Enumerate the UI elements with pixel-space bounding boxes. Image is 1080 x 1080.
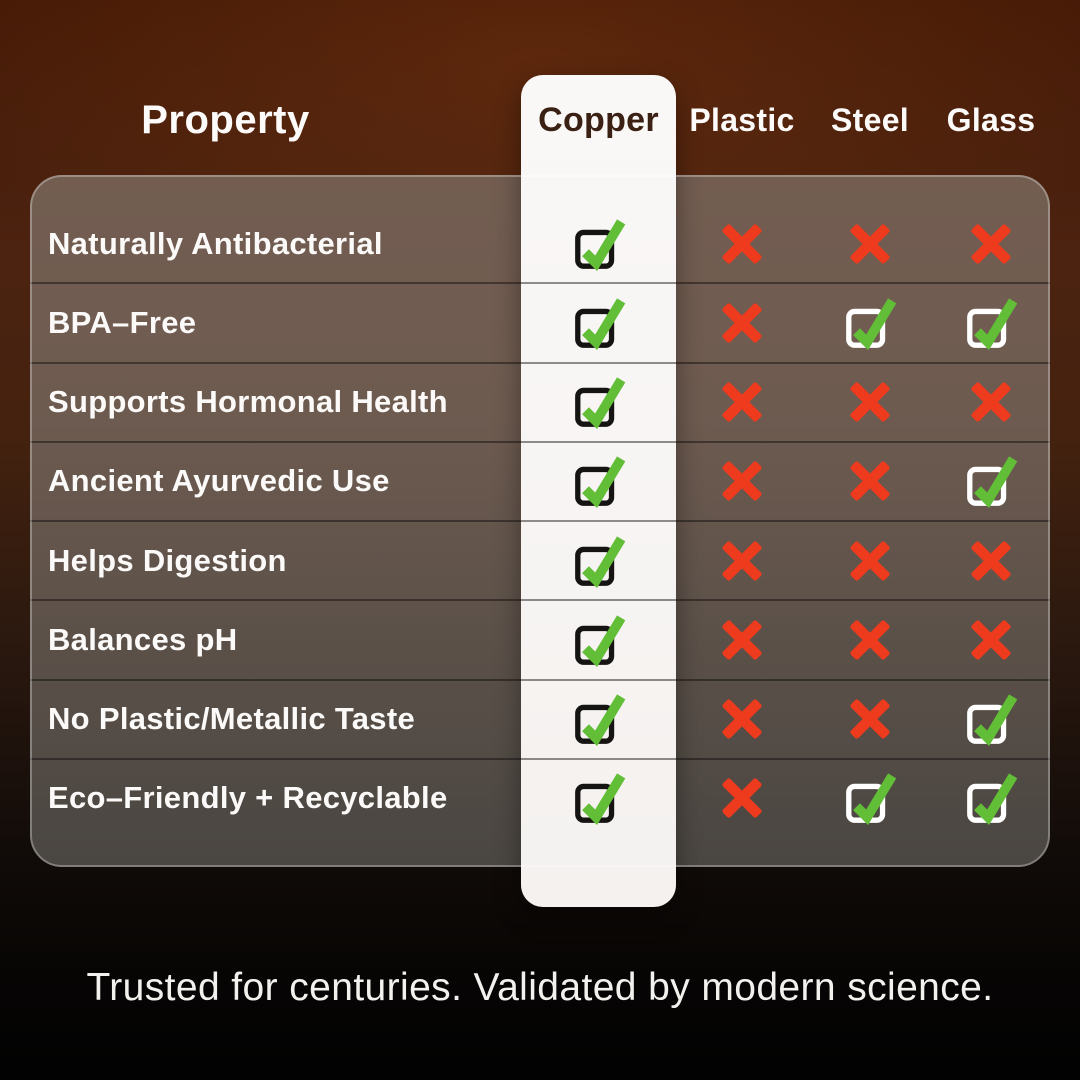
- property-label: No Plastic/Metallic Taste: [48, 701, 415, 737]
- steel-value-cell: [808, 381, 932, 423]
- plastic-value-cell: [676, 698, 808, 740]
- checked-checkbox-icon: [572, 454, 626, 509]
- plastic-value-cell: [676, 302, 808, 344]
- copper-value-cell: [521, 771, 676, 826]
- column-header-copper: Copper: [538, 100, 659, 139]
- cross-icon: [721, 460, 763, 502]
- property-label: Supports Hormonal Health: [48, 384, 448, 420]
- copper-value-cell: [521, 692, 676, 747]
- steel-value-cell: [808, 296, 932, 350]
- cross-icon: [849, 540, 891, 582]
- copper-value-cell: [521, 454, 676, 509]
- table-row: Naturally Antibacterial: [30, 205, 1050, 285]
- copper-value-cell: [521, 375, 676, 430]
- table-row: Helps Digestion: [30, 522, 1050, 602]
- property-label: Naturally Antibacterial: [48, 225, 383, 261]
- property-label: BPA–Free: [48, 304, 197, 340]
- checked-checkbox-icon: [964, 454, 1018, 509]
- steel-value-cell: [808, 223, 932, 265]
- cross-icon: [970, 540, 1012, 582]
- property-label: Balances pH: [48, 621, 238, 657]
- glass-value-cell: [932, 454, 1050, 509]
- cross-icon: [721, 381, 763, 423]
- copper-value-cell: [521, 534, 676, 588]
- glass-value-cell: [932, 692, 1050, 747]
- property-label: Eco–Friendly + Recyclable: [48, 780, 448, 816]
- table-row: Supports Hormonal Health: [30, 364, 1050, 443]
- plastic-value-cell: [676, 223, 808, 265]
- cross-icon: [849, 619, 891, 661]
- checked-checkbox-icon: [572, 296, 626, 350]
- plastic-value-cell: [676, 540, 808, 582]
- checked-checkbox-icon: [572, 375, 626, 430]
- cross-icon: [849, 698, 891, 740]
- property-label: Ancient Ayurvedic Use: [48, 463, 390, 499]
- checked-checkbox-icon: [964, 296, 1018, 350]
- plastic-value-cell: [676, 460, 808, 502]
- steel-value-cell: [808, 771, 932, 826]
- checked-checkbox-icon: [843, 296, 897, 350]
- copper-value-cell: [521, 613, 676, 667]
- glass-value-cell: [932, 619, 1050, 661]
- checked-checkbox-icon: [843, 771, 897, 826]
- checked-checkbox-icon: [572, 534, 626, 588]
- glass-value-cell: [932, 381, 1050, 423]
- copper-value-cell: [521, 217, 676, 271]
- plastic-value-cell: [676, 777, 808, 819]
- cross-icon: [721, 302, 763, 344]
- table-header-row: Property Copper Plastic Steel Glass: [0, 88, 1080, 152]
- cross-icon: [970, 381, 1012, 423]
- checked-checkbox-icon: [572, 217, 626, 271]
- column-header-steel: Steel: [831, 101, 909, 138]
- checked-checkbox-icon: [964, 771, 1018, 826]
- cross-icon: [721, 698, 763, 740]
- table-row: BPA–Free: [30, 284, 1050, 364]
- plastic-value-cell: [676, 619, 808, 661]
- glass-value-cell: [932, 296, 1050, 350]
- checked-checkbox-icon: [572, 771, 626, 826]
- column-header-glass: Glass: [946, 101, 1036, 138]
- column-header-plastic: Plastic: [689, 101, 795, 138]
- cross-icon: [970, 223, 1012, 265]
- cross-icon: [970, 619, 1012, 661]
- table-row: Eco–Friendly + Recyclable: [30, 760, 1050, 837]
- property-column-header: Property: [141, 97, 310, 142]
- steel-value-cell: [808, 619, 932, 661]
- steel-value-cell: [808, 460, 932, 502]
- steel-value-cell: [808, 698, 932, 740]
- cross-icon: [849, 460, 891, 502]
- property-label: Helps Digestion: [48, 542, 287, 578]
- glass-value-cell: [932, 771, 1050, 826]
- checked-checkbox-icon: [572, 613, 626, 667]
- checked-checkbox-icon: [964, 692, 1018, 747]
- cross-icon: [721, 540, 763, 582]
- table-row: No Plastic/Metallic Taste: [30, 681, 1050, 760]
- plastic-value-cell: [676, 381, 808, 423]
- copper-value-cell: [521, 296, 676, 350]
- glass-value-cell: [932, 223, 1050, 265]
- table-row: Ancient Ayurvedic Use: [30, 443, 1050, 522]
- table-row: Balances pH: [30, 601, 1050, 681]
- cross-icon: [849, 381, 891, 423]
- glass-value-cell: [932, 540, 1050, 582]
- checked-checkbox-icon: [572, 692, 626, 747]
- cross-icon: [721, 777, 763, 819]
- steel-value-cell: [808, 540, 932, 582]
- cross-icon: [721, 223, 763, 265]
- cross-icon: [721, 619, 763, 661]
- footer-caption: Trusted for centuries. Validated by mode…: [86, 966, 994, 1009]
- cross-icon: [849, 223, 891, 265]
- comparison-table: Naturally Antibacterial BPA–Free Support…: [30, 175, 1050, 867]
